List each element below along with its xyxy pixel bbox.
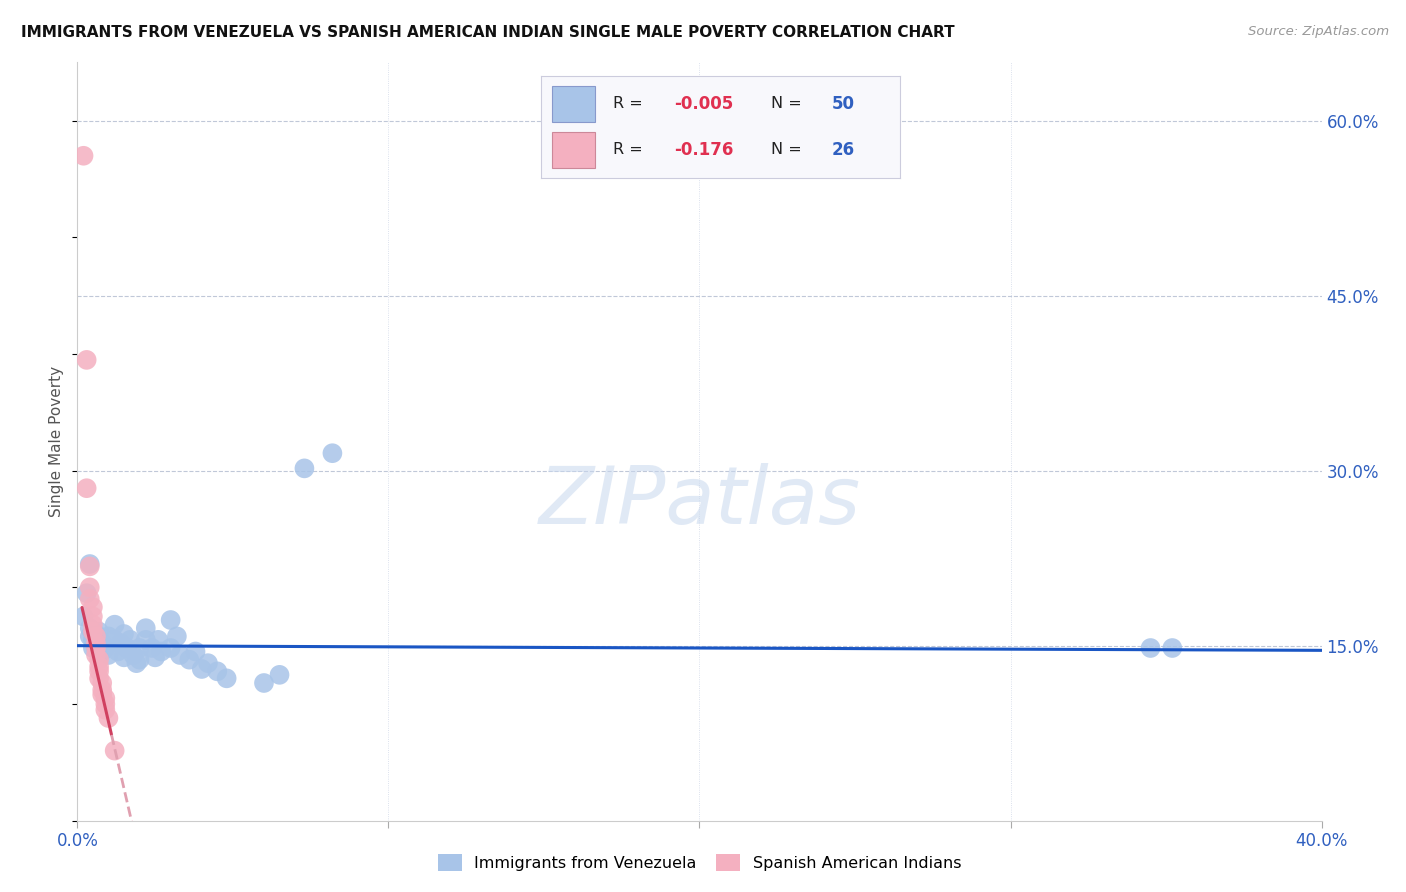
Point [72, 609, 94, 624]
Point [97, 711, 120, 725]
FancyBboxPatch shape [553, 132, 595, 168]
Text: 50: 50 [832, 95, 855, 112]
Point [82, 609, 104, 624]
Point [112, 627, 135, 641]
Point [169, 648, 191, 662]
Point [91, 683, 114, 698]
Point [122, 648, 145, 662]
Point [79, 557, 101, 571]
Point [84, 636, 107, 650]
Point [72, 149, 94, 163]
Point [79, 559, 101, 574]
Point [294, 461, 316, 475]
Point [128, 653, 150, 667]
Point [166, 629, 188, 643]
Point [79, 580, 101, 594]
Point [97, 648, 120, 662]
Point [159, 640, 181, 655]
Legend: Immigrants from Venezuela, Spanish American Indians: Immigrants from Venezuela, Spanish Ameri… [432, 847, 967, 877]
Point [82, 624, 104, 639]
Point [82, 632, 104, 647]
Point [87, 671, 110, 685]
Point [87, 653, 110, 667]
Point [84, 640, 107, 655]
Point [87, 632, 110, 647]
Point [141, 640, 163, 655]
Point [84, 648, 107, 662]
Point [84, 640, 107, 655]
Point [190, 662, 214, 676]
Text: N =: N = [770, 96, 807, 111]
Point [82, 640, 104, 655]
Point [1139, 640, 1161, 655]
Point [148, 632, 170, 647]
Point [91, 636, 114, 650]
Point [87, 659, 110, 673]
Text: R =: R = [613, 142, 652, 157]
Point [94, 703, 117, 717]
Point [143, 650, 166, 665]
Point [87, 624, 110, 639]
Point [269, 668, 291, 682]
Point [253, 676, 276, 690]
Point [76, 481, 98, 495]
Point [120, 632, 142, 647]
Text: R =: R = [613, 96, 648, 111]
Point [94, 640, 117, 655]
Point [135, 621, 157, 635]
Point [87, 665, 110, 679]
Point [79, 592, 101, 607]
Point [84, 629, 107, 643]
Point [135, 632, 157, 647]
Point [79, 621, 101, 635]
Point [107, 644, 129, 658]
Point [1161, 640, 1184, 655]
Point [321, 446, 343, 460]
Point [84, 627, 107, 641]
Point [91, 688, 114, 702]
Point [76, 352, 98, 367]
Point [128, 640, 150, 655]
Point [115, 640, 138, 655]
Point [125, 656, 148, 670]
Point [91, 644, 114, 658]
Point [159, 613, 181, 627]
Text: IMMIGRANTS FROM VENEZUELA VS SPANISH AMERICAN INDIAN SINGLE MALE POVERTY CORRELA: IMMIGRANTS FROM VENEZUELA VS SPANISH AME… [21, 25, 955, 40]
FancyBboxPatch shape [553, 87, 595, 122]
Point [104, 617, 127, 632]
Text: ZIPatlas: ZIPatlas [538, 463, 860, 541]
Text: N =: N = [770, 142, 807, 157]
Point [82, 600, 104, 615]
Point [197, 656, 219, 670]
Point [179, 653, 201, 667]
Point [82, 617, 104, 632]
Point [104, 744, 127, 758]
Point [91, 676, 114, 690]
Text: 26: 26 [832, 141, 855, 159]
Text: Source: ZipAtlas.com: Source: ZipAtlas.com [1249, 25, 1389, 38]
Text: -0.176: -0.176 [673, 141, 734, 159]
Point [104, 632, 127, 647]
Point [79, 629, 101, 643]
Point [150, 644, 173, 658]
Point [110, 636, 132, 650]
Point [207, 665, 229, 679]
Point [97, 629, 120, 643]
Point [94, 691, 117, 706]
Point [215, 671, 238, 685]
Point [112, 650, 135, 665]
Point [94, 697, 117, 711]
Y-axis label: Single Male Poverty: Single Male Poverty [49, 366, 65, 517]
Point [76, 586, 98, 600]
Text: -0.005: -0.005 [673, 95, 733, 112]
Point [184, 644, 207, 658]
